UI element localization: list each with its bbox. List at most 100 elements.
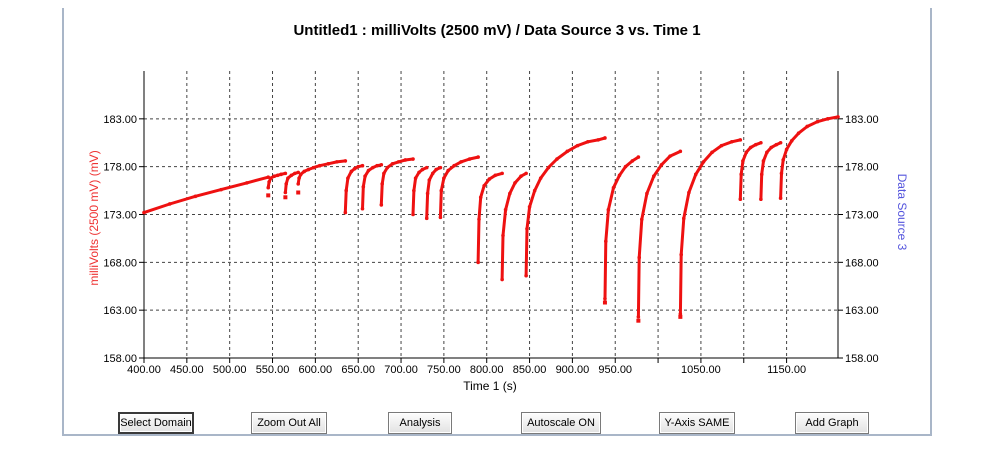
data-point bbox=[503, 207, 508, 212]
tick-labels: 400.00 450.00 500.00 550.00 600.00 650.00 700.… bbox=[103, 114, 878, 376]
drop-marker bbox=[636, 318, 641, 323]
drop-marker bbox=[678, 314, 683, 319]
data-point bbox=[476, 260, 480, 265]
data-point bbox=[738, 138, 743, 142]
data-point bbox=[430, 171, 435, 176]
data-point bbox=[606, 207, 611, 212]
data-point bbox=[379, 162, 384, 167]
x-tick-label: 600.00 bbox=[299, 364, 333, 376]
x-tick-label: 900.00 bbox=[556, 364, 590, 376]
y-tick-label-right: 163.00 bbox=[845, 305, 879, 317]
data-point bbox=[778, 196, 783, 201]
y-tick-label-left: 178.00 bbox=[103, 162, 137, 174]
data-point bbox=[411, 212, 415, 217]
select-domain-button[interactable]: Select Domain bbox=[118, 412, 194, 434]
data-point bbox=[356, 164, 360, 169]
data-point bbox=[493, 173, 498, 178]
data-point bbox=[524, 171, 528, 176]
data-point bbox=[759, 140, 763, 145]
y-axis-label-right: Data Source 3 bbox=[895, 174, 909, 251]
data-point bbox=[382, 171, 386, 176]
y-tick-label-left: 158.00 bbox=[103, 353, 137, 365]
data-point bbox=[719, 143, 724, 148]
data-point bbox=[420, 167, 425, 172]
data-point bbox=[272, 174, 277, 179]
data-point bbox=[284, 182, 289, 186]
data-point bbox=[352, 166, 357, 171]
x-tick-label: 1150.00 bbox=[767, 364, 806, 376]
data-point bbox=[360, 163, 365, 168]
chart-plot[interactable]: 400.00 450.00 500.00 550.00 600.00 650.00 700.… bbox=[64, 8, 930, 408]
data-point bbox=[651, 174, 656, 179]
y-axis-same-button[interactable]: Y-Axis SAME bbox=[659, 412, 735, 434]
series-segment bbox=[678, 138, 742, 316]
data-point bbox=[623, 164, 628, 169]
data-point bbox=[446, 168, 450, 173]
data-point bbox=[693, 172, 698, 177]
data-point bbox=[739, 172, 743, 177]
data-point bbox=[508, 191, 512, 196]
x-tick-label: 1050.00 bbox=[681, 364, 721, 376]
y-tick-label-left: 173.00 bbox=[103, 210, 137, 222]
data-point bbox=[500, 277, 504, 282]
data-point bbox=[617, 173, 622, 178]
data-point bbox=[836, 115, 840, 119]
data-point bbox=[334, 160, 339, 164]
x-tick-label: 850.00 bbox=[513, 364, 547, 376]
data-point bbox=[363, 174, 367, 179]
data-point bbox=[476, 155, 480, 159]
data-point bbox=[710, 150, 714, 155]
add-graph-button[interactable]: Add Graph bbox=[795, 412, 869, 434]
data-point bbox=[603, 296, 607, 301]
zoom-out-all-button[interactable]: Zoom Out All bbox=[251, 412, 327, 434]
data-point bbox=[525, 227, 529, 231]
y-tick-label-left: 183.00 bbox=[103, 114, 137, 126]
data-point bbox=[687, 190, 691, 195]
axes bbox=[139, 71, 843, 363]
data-point bbox=[519, 174, 523, 179]
data-point bbox=[286, 176, 290, 180]
data-point bbox=[778, 140, 783, 145]
data-point bbox=[413, 176, 418, 180]
data-point bbox=[701, 160, 706, 164]
data-point bbox=[815, 119, 820, 124]
y-tick-label-right: 168.00 bbox=[845, 257, 879, 269]
data-point bbox=[289, 173, 294, 178]
data-point bbox=[193, 194, 198, 199]
data-point bbox=[427, 178, 432, 182]
data-point bbox=[442, 176, 446, 180]
data-point bbox=[761, 159, 766, 163]
data-point bbox=[636, 315, 641, 319]
data-point bbox=[784, 147, 789, 152]
data-point bbox=[412, 188, 416, 193]
analysis-button[interactable]: Analysis bbox=[388, 412, 452, 434]
data-point bbox=[527, 205, 532, 209]
series-segment bbox=[296, 159, 347, 186]
data-point bbox=[611, 185, 616, 190]
data-point bbox=[296, 170, 301, 175]
data-point bbox=[411, 157, 415, 161]
x-tick-label: 950.00 bbox=[598, 364, 632, 376]
data-point bbox=[361, 184, 366, 189]
data-point bbox=[296, 182, 301, 186]
autoscale-button[interactable]: Autoscale ON bbox=[521, 412, 601, 434]
data-point bbox=[266, 185, 271, 190]
data-point bbox=[774, 142, 779, 147]
data-point bbox=[167, 202, 172, 206]
data-point bbox=[482, 184, 486, 188]
series-segment bbox=[636, 149, 682, 319]
data-point bbox=[396, 160, 401, 164]
data-point bbox=[439, 188, 444, 193]
data-point bbox=[298, 172, 303, 177]
data-point bbox=[825, 117, 830, 121]
data-point bbox=[349, 169, 354, 174]
data-point bbox=[360, 206, 365, 211]
data-point bbox=[796, 131, 801, 135]
drop-marker bbox=[266, 193, 271, 198]
data-point bbox=[779, 171, 784, 176]
data-point bbox=[603, 136, 607, 140]
data-point bbox=[380, 182, 384, 186]
data-point bbox=[477, 217, 481, 222]
data-point bbox=[596, 138, 600, 142]
x-tick-label: 700.00 bbox=[384, 364, 418, 376]
